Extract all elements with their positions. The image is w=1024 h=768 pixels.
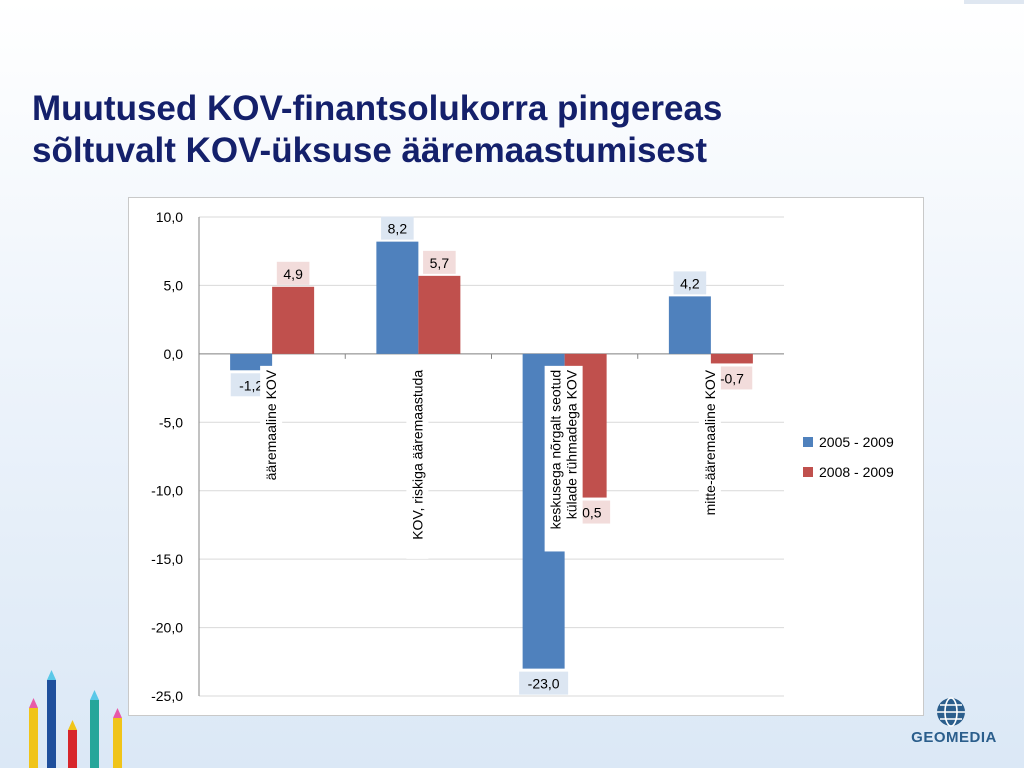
- y-tick-label: -25,0: [151, 688, 183, 704]
- y-tick-label: -5,0: [159, 414, 183, 430]
- category-label-bg: [406, 365, 429, 559]
- y-tick-label: 0,0: [164, 346, 184, 362]
- y-tick-label: 10,0: [156, 209, 183, 225]
- category-label: keskusega nõrgalt seotud külade rühmadega…: [544, 365, 583, 552]
- bar-series-2: [418, 275, 461, 354]
- data-label-bg: [423, 250, 456, 274]
- bar-series-1: [376, 241, 419, 354]
- chart-container: 10,0 5,0 0,0 -5,0 -10,0 -15,0 -20,0 -25,0 -1,2 4,…: [128, 197, 924, 716]
- category-label: mitte-ääremaaline KOV: [698, 365, 721, 530]
- y-tick-label: -20,0: [151, 620, 183, 636]
- globe-icon: [937, 697, 965, 727]
- data-label: 5,7: [430, 255, 450, 271]
- bar-series-2: [710, 353, 753, 364]
- y-tick-label: -10,0: [151, 483, 183, 499]
- category-label-bg: [698, 365, 721, 530]
- data-label-bg: [276, 261, 310, 285]
- bar-series-2: [272, 286, 315, 354]
- corner-accent: [964, 0, 1024, 4]
- category-label-line: keskusega nõrgalt seotud: [548, 370, 564, 530]
- slide-title-line-2: sõltuvalt KOV-üksuse ääremaastumisest: [32, 131, 708, 170]
- data-label: 4,9: [283, 266, 303, 282]
- legend-label: 2005 - 2009: [819, 434, 894, 450]
- y-tick-label: 5,0: [164, 277, 184, 293]
- data-label-bg: [519, 671, 569, 695]
- bar-chart: 10,0 5,0 0,0 -5,0 -10,0 -15,0 -20,0 -25,0 -1,2 4,…: [151, 209, 894, 704]
- data-label-bg: [381, 216, 414, 240]
- category-label-bg: [544, 365, 583, 552]
- legend-swatch: [803, 437, 813, 447]
- legend-label: 2008 - 2009: [819, 464, 894, 480]
- category-label-line: KOV, riskiga ääremaastuda: [409, 370, 425, 540]
- data-label-bg: [711, 366, 753, 390]
- bar-series-1: [668, 296, 711, 354]
- geomedia-logo: GEOMEDIA: [904, 693, 1004, 753]
- data-label: -23,0: [528, 676, 560, 692]
- data-label: -1,2: [239, 377, 263, 393]
- category-label: ääremaaline KOV: [260, 365, 283, 485]
- category-label: KOV, riskiga ääremaastuda: [406, 365, 429, 559]
- data-label: -0,7: [720, 370, 744, 386]
- logo-text: GEOMEDIA: [911, 729, 997, 746]
- data-label-bg: [673, 271, 707, 295]
- data-label: 4,2: [680, 275, 700, 291]
- category-label-line: mitte-ääremaaline KOV: [702, 369, 718, 515]
- category-label-bg: [260, 365, 283, 485]
- slide-title: Muutused KOV-finantsolukorra pingereas s…: [32, 88, 932, 172]
- y-tick-label: -15,0: [151, 551, 183, 567]
- category-label-line: külade rühmadega KOV: [564, 369, 580, 519]
- crayons-decoration: [29, 670, 122, 768]
- category-label-line: ääremaaline KOV: [263, 369, 279, 480]
- legend-swatch: [803, 467, 813, 477]
- slide-title-line-1: Muutused KOV-finantsolukorra pingereas: [32, 89, 723, 128]
- data-label: 8,2: [388, 221, 408, 237]
